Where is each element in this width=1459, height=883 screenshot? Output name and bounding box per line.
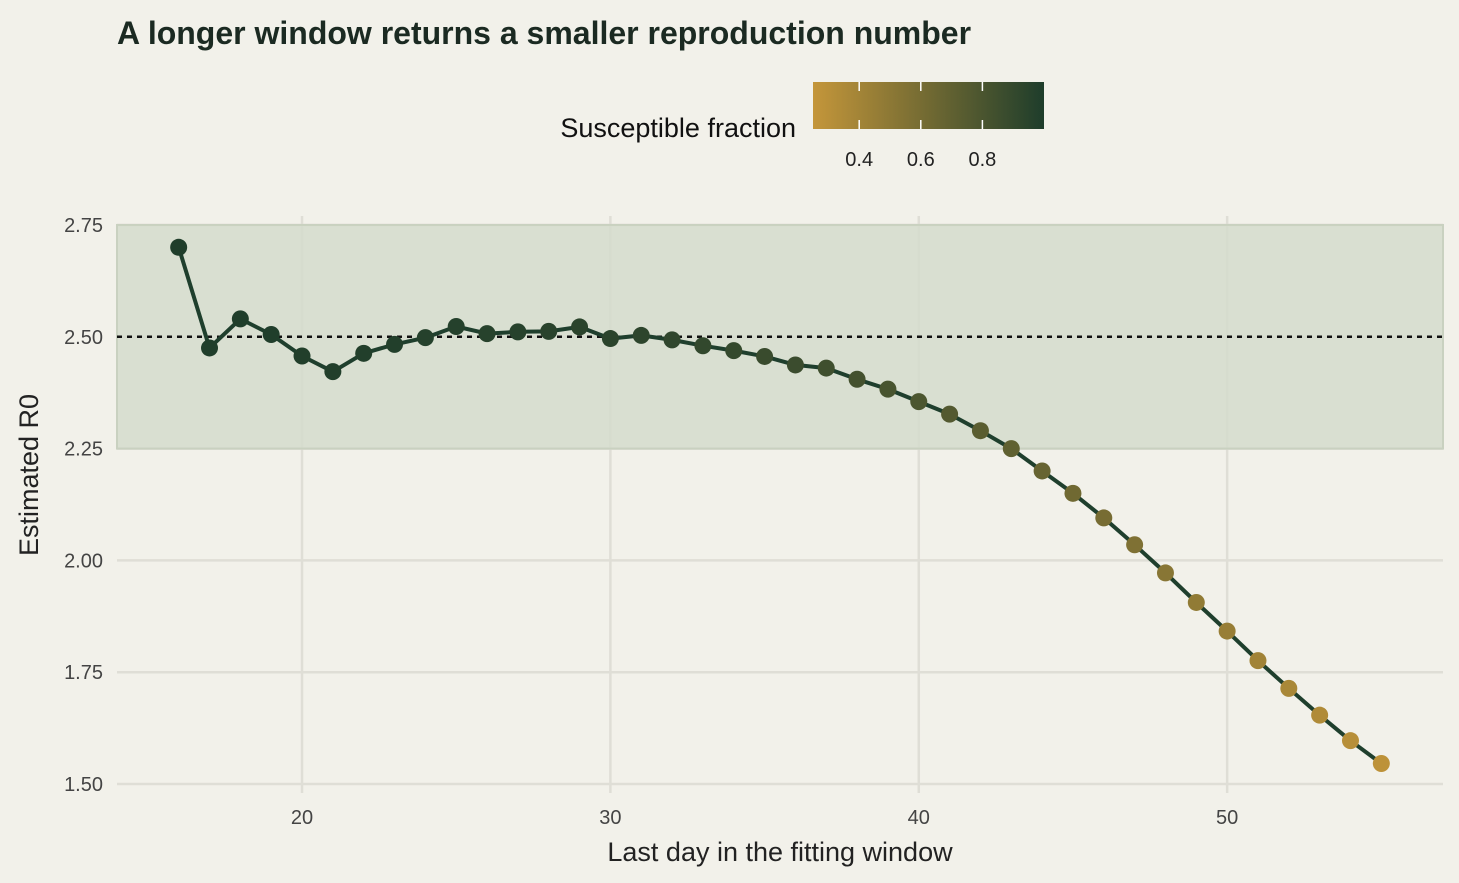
data-point [786, 356, 804, 374]
data-point [879, 380, 897, 398]
data-point [1341, 732, 1359, 750]
legend-colorbar [813, 82, 1044, 129]
series-line [176, 246, 1383, 766]
data-point [910, 393, 928, 411]
y-tick-label: 2.50 [64, 327, 103, 349]
x-tick-label: 30 [599, 807, 621, 829]
data-point [1002, 440, 1020, 458]
data-point [293, 347, 311, 365]
data-point [1064, 484, 1082, 502]
data-point [170, 238, 188, 256]
legend-tick-label: 0.6 [907, 149, 935, 171]
data-point [201, 339, 219, 357]
data-point [355, 344, 373, 362]
legend: Susceptible fraction 0.4 0.6 0.8 [560, 82, 1044, 171]
x-axis-ticks: 20 30 40 50 [291, 807, 1238, 829]
data-point [262, 326, 280, 344]
data-point [540, 322, 558, 340]
data-point [663, 331, 681, 349]
y-tick-label: 1.50 [64, 774, 103, 796]
y-axis-ticks: 1.50 1.75 2.00 2.25 2.50 2.75 [64, 215, 103, 796]
data-point [416, 329, 434, 347]
data-point [1249, 652, 1267, 670]
y-tick-label: 2.25 [64, 439, 103, 461]
data-point [1187, 593, 1205, 611]
data-point [694, 337, 712, 355]
plot-panel [116, 216, 1444, 793]
data-point [971, 422, 989, 440]
data-point [817, 359, 835, 377]
data-point [756, 347, 774, 365]
legend-title: Susceptible fraction [560, 113, 796, 143]
data-point [1372, 754, 1390, 772]
data-point [571, 318, 589, 336]
x-tick-label: 40 [908, 807, 930, 829]
y-tick-label: 2.00 [64, 550, 103, 572]
data-point [386, 335, 404, 353]
data-point [725, 342, 743, 360]
legend-tick-label: 0.4 [845, 149, 873, 171]
data-point [1033, 462, 1051, 480]
data-point [324, 363, 342, 381]
data-point [1280, 679, 1298, 697]
data-point [632, 326, 650, 344]
data-point [1126, 536, 1144, 554]
data-point [1095, 509, 1113, 527]
x-tick-label: 20 [291, 807, 313, 829]
data-point [1156, 564, 1174, 582]
data-point [941, 405, 959, 423]
data-point [509, 323, 527, 341]
y-tick-label: 1.75 [64, 662, 103, 684]
data-point [478, 325, 496, 343]
x-axis-title: Last day in the fitting window [607, 837, 953, 867]
data-point [447, 317, 465, 335]
x-tick-label: 50 [1216, 807, 1238, 829]
data-point [231, 310, 249, 328]
data-point [848, 370, 866, 388]
data-point [1218, 622, 1236, 640]
data-point [1311, 706, 1329, 724]
y-tick-label: 2.75 [64, 215, 103, 237]
legend-tick-label: 0.8 [968, 149, 996, 171]
y-axis-title: Estimated R0 [14, 394, 44, 556]
chart-title: A longer window returns a smaller reprod… [117, 15, 971, 51]
data-point [601, 330, 619, 348]
